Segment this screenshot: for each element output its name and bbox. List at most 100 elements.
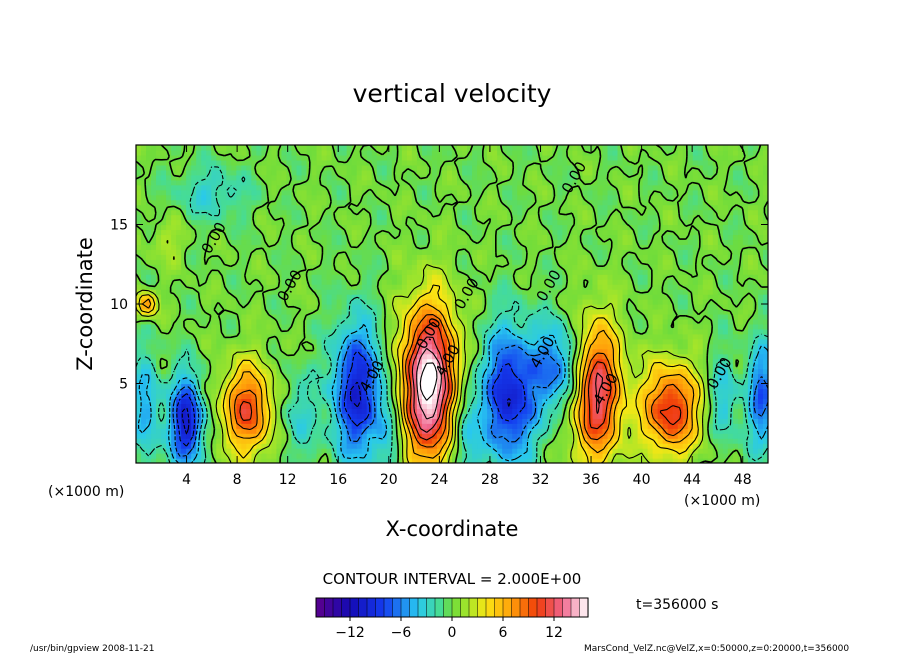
heat-cell bbox=[597, 443, 604, 449]
heat-cell bbox=[642, 333, 649, 340]
heat-cell bbox=[371, 383, 378, 390]
heat-cell bbox=[141, 368, 147, 375]
heat-cell bbox=[321, 348, 328, 355]
heat-cell bbox=[477, 368, 483, 375]
heat-cell bbox=[737, 353, 744, 360]
heat-cell bbox=[697, 383, 704, 390]
heat-cell bbox=[286, 423, 293, 429]
heat-cell bbox=[446, 433, 453, 439]
heat-cell bbox=[141, 304, 147, 310]
heat-cell bbox=[316, 313, 323, 320]
heat-cell bbox=[181, 328, 187, 335]
heat-cell bbox=[677, 269, 684, 275]
heat-cell bbox=[226, 418, 232, 424]
heat-cell bbox=[647, 284, 654, 290]
heat-cell bbox=[592, 368, 599, 375]
heat-cell bbox=[507, 458, 513, 463]
heat-cell bbox=[261, 448, 268, 454]
heat-cell bbox=[306, 373, 313, 380]
heat-cell bbox=[607, 318, 614, 325]
heat-cell bbox=[572, 304, 578, 310]
heat-cell bbox=[742, 299, 749, 305]
heat-cell bbox=[662, 418, 669, 424]
heat-cell bbox=[151, 423, 157, 429]
heat-cell bbox=[181, 398, 187, 404]
heat-cell bbox=[452, 318, 458, 325]
heat-cell bbox=[572, 323, 578, 330]
heat-cell bbox=[196, 388, 202, 395]
heat-cell bbox=[431, 458, 438, 463]
heat-cell bbox=[712, 343, 719, 350]
heat-cell bbox=[336, 453, 343, 459]
heat-cell bbox=[637, 408, 644, 414]
heat-cell bbox=[567, 299, 573, 305]
heat-cell bbox=[567, 378, 573, 385]
heat-cell bbox=[487, 318, 493, 325]
heat-cell bbox=[406, 413, 413, 419]
heat-cell bbox=[201, 433, 207, 439]
heat-cell bbox=[391, 338, 398, 345]
heat-cell bbox=[256, 308, 262, 315]
heat-cell bbox=[747, 373, 754, 380]
heat-cell bbox=[752, 353, 759, 360]
heat-cell bbox=[271, 294, 278, 300]
heat-cell bbox=[457, 448, 463, 454]
heat-cell bbox=[306, 304, 313, 310]
heat-cell bbox=[286, 313, 293, 320]
heat-cell bbox=[627, 299, 634, 305]
heat-cell bbox=[246, 323, 252, 330]
heat-cell bbox=[622, 408, 629, 414]
heat-cell bbox=[462, 353, 468, 360]
heat-cell bbox=[662, 299, 669, 305]
heat-cell bbox=[261, 378, 268, 385]
heat-cell bbox=[381, 413, 388, 419]
heat-cell bbox=[722, 433, 729, 439]
heat-cell bbox=[296, 299, 303, 305]
heat-cell bbox=[682, 383, 689, 390]
heat-cell bbox=[311, 388, 318, 395]
heat-cell bbox=[722, 383, 729, 390]
heat-cell bbox=[276, 264, 283, 270]
heat-cell bbox=[391, 304, 398, 310]
heat-cell bbox=[522, 323, 528, 330]
heat-cell bbox=[311, 304, 318, 310]
heat-cell bbox=[246, 423, 252, 429]
heat-cell bbox=[642, 448, 649, 454]
heat-cell bbox=[542, 289, 548, 295]
heat-cell bbox=[366, 363, 373, 370]
heat-cell bbox=[441, 264, 448, 270]
heat-cell bbox=[141, 279, 147, 285]
heat-cell bbox=[381, 294, 388, 300]
heat-cell bbox=[146, 433, 152, 439]
heat-cell bbox=[181, 443, 187, 449]
heat-cell bbox=[732, 428, 739, 434]
heat-cell bbox=[737, 443, 744, 449]
heat-cell bbox=[161, 358, 167, 365]
heat-cell bbox=[441, 433, 448, 439]
heat-cell bbox=[241, 383, 247, 390]
heat-cell bbox=[587, 448, 594, 454]
heat-cell bbox=[757, 433, 764, 439]
heat-cell bbox=[186, 353, 192, 360]
heat-cell bbox=[572, 284, 578, 290]
heat-cell bbox=[722, 274, 729, 280]
heat-cell bbox=[537, 289, 543, 295]
heat-cell bbox=[647, 378, 654, 385]
heat-cell bbox=[727, 383, 734, 390]
heat-cell bbox=[497, 458, 503, 463]
heat-cell bbox=[632, 279, 639, 285]
heat-cell bbox=[161, 378, 167, 385]
heat-cell bbox=[657, 308, 664, 315]
heat-cell bbox=[512, 289, 518, 295]
heat-cell bbox=[642, 279, 649, 285]
heat-cell bbox=[452, 333, 458, 340]
heat-cell bbox=[697, 338, 704, 345]
heat-cell bbox=[477, 393, 483, 400]
heat-cell bbox=[311, 393, 318, 400]
heat-cell bbox=[136, 333, 142, 340]
heat-cell bbox=[572, 338, 578, 345]
heat-cell bbox=[231, 279, 237, 285]
heat-cell bbox=[371, 308, 378, 315]
heat-cell bbox=[597, 363, 604, 370]
heat-cell bbox=[221, 318, 227, 325]
